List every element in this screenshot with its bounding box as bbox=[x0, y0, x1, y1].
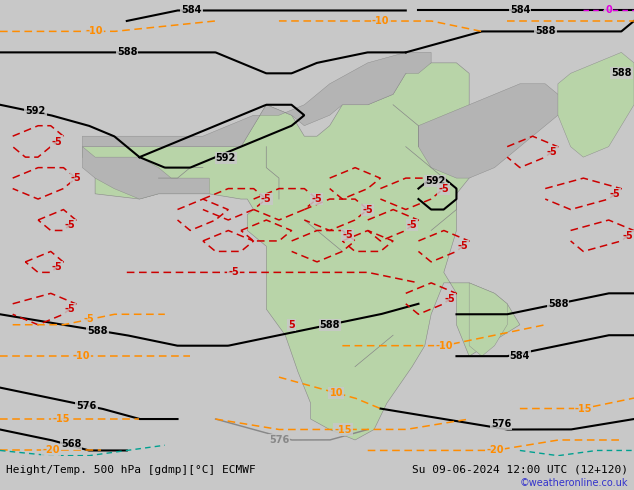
Text: 588: 588 bbox=[535, 26, 555, 36]
Text: 584: 584 bbox=[510, 351, 530, 361]
Text: -5: -5 bbox=[228, 268, 239, 277]
Text: -5: -5 bbox=[438, 184, 449, 194]
Text: -5: -5 bbox=[311, 194, 322, 204]
Text: -5: -5 bbox=[70, 173, 81, 183]
Text: 0: 0 bbox=[605, 5, 612, 16]
Text: 10: 10 bbox=[330, 388, 343, 398]
Text: -5: -5 bbox=[84, 315, 94, 324]
Text: 588: 588 bbox=[87, 326, 108, 336]
Text: 588: 588 bbox=[117, 48, 138, 57]
Text: -5: -5 bbox=[64, 220, 75, 230]
Text: Height/Temp. 500 hPa [gdmp][°C] ECMWF: Height/Temp. 500 hPa [gdmp][°C] ECMWF bbox=[6, 465, 256, 475]
Text: -5: -5 bbox=[342, 230, 353, 240]
Text: -15: -15 bbox=[334, 424, 351, 435]
Text: -5: -5 bbox=[51, 137, 62, 147]
Polygon shape bbox=[82, 52, 431, 147]
Polygon shape bbox=[418, 84, 571, 178]
Text: -10: -10 bbox=[73, 351, 90, 361]
Polygon shape bbox=[82, 63, 520, 440]
Text: 592: 592 bbox=[216, 153, 236, 163]
Text: -20: -20 bbox=[486, 445, 503, 455]
Text: 588: 588 bbox=[611, 68, 631, 78]
Text: -5: -5 bbox=[622, 231, 633, 241]
Text: -10: -10 bbox=[86, 26, 103, 36]
Text: 592: 592 bbox=[25, 106, 46, 116]
Text: 568: 568 bbox=[61, 439, 81, 449]
Text: -5: -5 bbox=[51, 262, 62, 272]
Text: -5: -5 bbox=[444, 294, 455, 304]
Text: 5: 5 bbox=[288, 320, 295, 330]
Text: Su 09-06-2024 12:00 UTC (12+120): Su 09-06-2024 12:00 UTC (12+120) bbox=[411, 465, 628, 475]
Text: 584: 584 bbox=[510, 5, 530, 16]
Text: -5: -5 bbox=[64, 304, 75, 314]
Text: -15: -15 bbox=[574, 404, 592, 414]
Text: 576: 576 bbox=[491, 419, 511, 429]
Text: ©weatheronline.co.uk: ©weatheronline.co.uk bbox=[519, 478, 628, 488]
Text: 592: 592 bbox=[425, 176, 445, 186]
Polygon shape bbox=[469, 283, 507, 356]
Polygon shape bbox=[558, 52, 634, 157]
Text: -15: -15 bbox=[53, 414, 70, 424]
Text: -5: -5 bbox=[362, 205, 373, 215]
Text: 588: 588 bbox=[548, 299, 568, 309]
Polygon shape bbox=[82, 147, 209, 199]
Text: 584: 584 bbox=[181, 5, 202, 16]
Text: -5: -5 bbox=[457, 241, 468, 251]
Text: -5: -5 bbox=[546, 147, 557, 157]
Text: -5: -5 bbox=[609, 189, 620, 199]
Text: -10: -10 bbox=[372, 16, 389, 26]
Text: -5: -5 bbox=[261, 194, 271, 204]
Text: 588: 588 bbox=[320, 319, 340, 330]
Text: -20: -20 bbox=[42, 445, 60, 456]
Text: 576: 576 bbox=[76, 401, 96, 412]
Text: 576: 576 bbox=[269, 435, 289, 445]
Text: -5: -5 bbox=[406, 220, 417, 230]
Text: -10: -10 bbox=[436, 341, 453, 351]
